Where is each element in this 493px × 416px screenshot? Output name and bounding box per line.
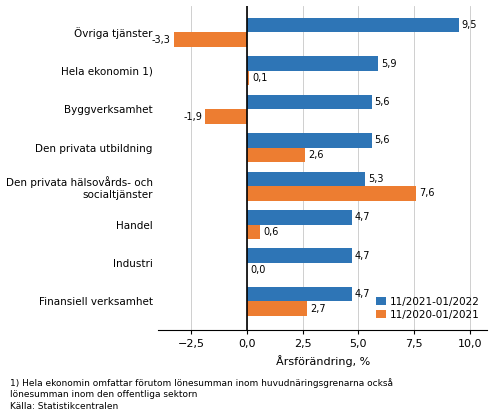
Text: -1,9: -1,9 <box>183 111 202 121</box>
Text: 0,0: 0,0 <box>250 265 265 275</box>
Bar <box>247 248 352 263</box>
Text: 1) Hela ekonomin omfattar förutom lönesumman inom huvudnäringsgrenarna också: 1) Hela ekonomin omfattar förutom lönesu… <box>10 378 393 388</box>
Text: 5,3: 5,3 <box>368 174 384 184</box>
Text: 5,6: 5,6 <box>375 97 390 107</box>
Bar <box>205 109 247 124</box>
Bar <box>247 287 352 302</box>
Bar <box>247 302 307 316</box>
Text: 4,7: 4,7 <box>354 251 370 261</box>
Text: 9,5: 9,5 <box>461 20 477 30</box>
Legend: 11/2021-01/2022, 11/2020-01/2021: 11/2021-01/2022, 11/2020-01/2021 <box>374 295 482 322</box>
Bar <box>247 225 260 239</box>
Text: 4,7: 4,7 <box>354 289 370 299</box>
X-axis label: Årsförändring, %: Årsförändring, % <box>276 355 370 367</box>
Text: 7,6: 7,6 <box>419 188 435 198</box>
Text: Källa: Statistikcentralen: Källa: Statistikcentralen <box>10 402 118 411</box>
Text: lönesumman inom den offentliga sektorn: lönesumman inom den offentliga sektorn <box>10 390 197 399</box>
Text: 5,6: 5,6 <box>375 136 390 146</box>
Bar <box>247 210 352 225</box>
Text: 4,7: 4,7 <box>354 212 370 222</box>
Bar <box>247 186 416 201</box>
Text: 2,6: 2,6 <box>308 150 323 160</box>
Text: 5,9: 5,9 <box>381 59 397 69</box>
Bar <box>247 71 249 85</box>
Bar <box>247 133 372 148</box>
Bar <box>247 56 379 71</box>
Text: -3,3: -3,3 <box>152 35 171 45</box>
Bar <box>247 171 365 186</box>
Bar <box>247 18 458 32</box>
Text: 0,6: 0,6 <box>263 227 279 237</box>
Text: 0,1: 0,1 <box>252 73 268 83</box>
Bar <box>174 32 247 47</box>
Bar <box>247 148 305 162</box>
Text: 2,7: 2,7 <box>310 304 326 314</box>
Bar <box>247 95 372 109</box>
